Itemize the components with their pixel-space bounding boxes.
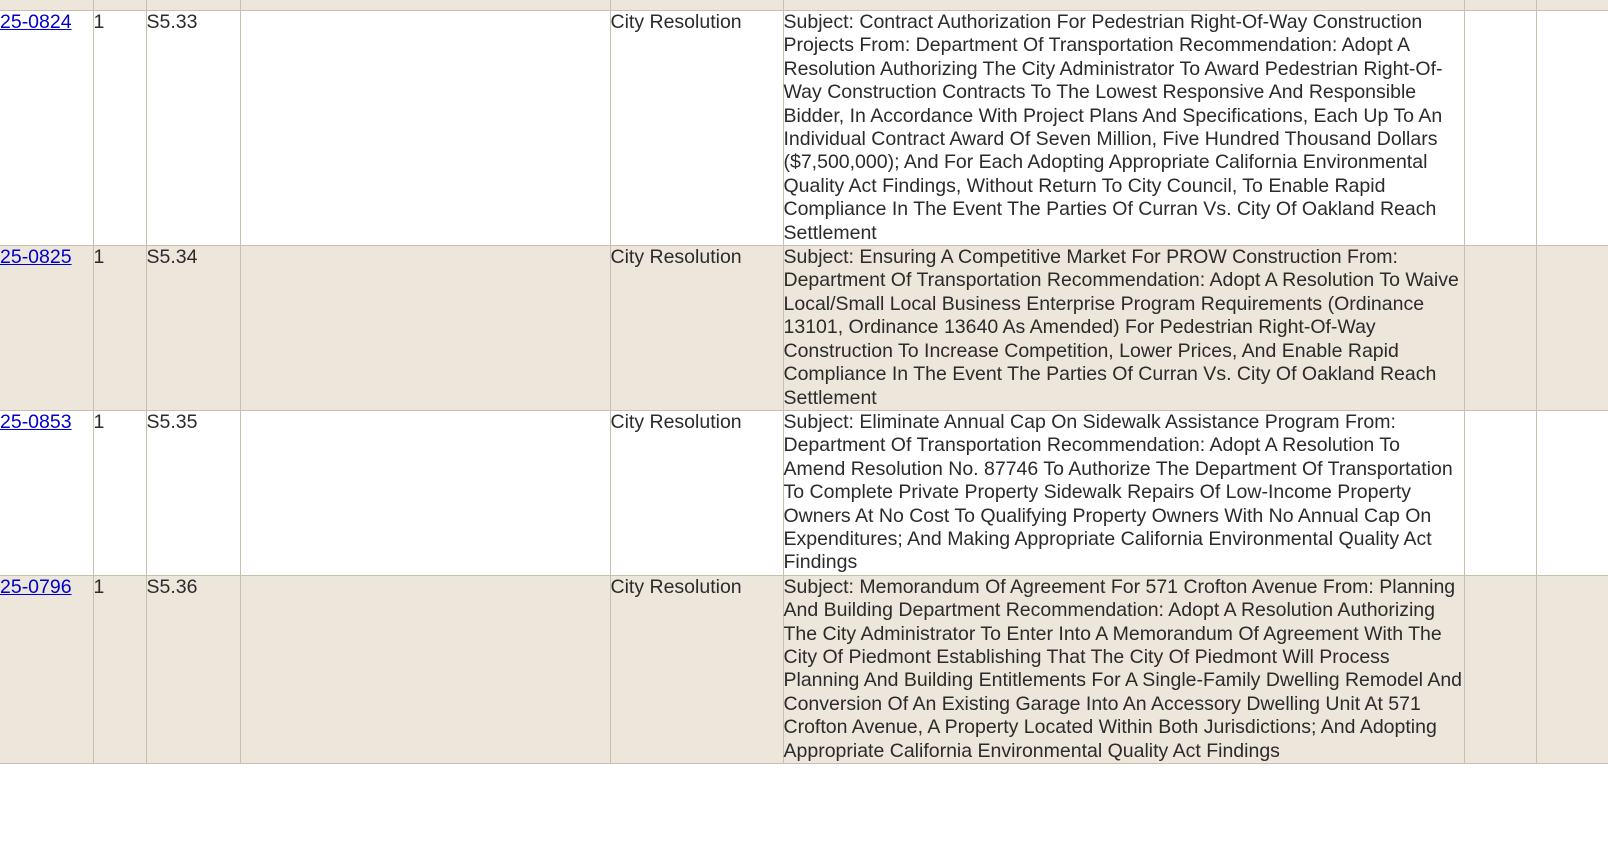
cell-title: Subject: Eliminate Annual Cap On Sidewal… — [783, 410, 1465, 576]
table-row: 25-0853 1 S5.35 City Resolution Subject:… — [0, 410, 1608, 576]
cell-version: 1 — [93, 10, 147, 247]
cell-type: City Resolution — [610, 245, 784, 411]
cell-version: 1 — [93, 575, 147, 765]
cell-agenda-number: S5.35 — [146, 410, 241, 576]
cell-file-number: 25-0824 — [0, 10, 94, 247]
partial-cell-name — [240, 0, 611, 11]
partial-cell-result — [1536, 0, 1608, 11]
cell-action — [1464, 245, 1537, 411]
cell-agenda-number: S5.34 — [146, 245, 241, 411]
file-number-link[interactable]: 25-0825 — [0, 246, 72, 269]
cell-title: Subject: Memorandum Of Agreement For 571… — [783, 575, 1465, 765]
partial-cell-action — [1464, 0, 1537, 11]
cell-type: City Resolution — [610, 575, 784, 765]
cell-version: 1 — [93, 245, 147, 411]
file-number-link[interactable]: 25-0796 — [0, 575, 72, 598]
partial-cell-file — [0, 0, 94, 11]
table-row: 25-0824 1 S5.33 City Resolution Subject:… — [0, 10, 1608, 247]
cell-agenda-number: S5.36 — [146, 575, 241, 765]
file-number-link[interactable]: 25-0824 — [0, 11, 72, 33]
cell-result — [1536, 410, 1608, 576]
cell-name — [240, 10, 611, 247]
table-body: 25-0824 1 S5.33 City Resolution Subject:… — [0, 0, 1608, 765]
cell-name — [240, 245, 611, 411]
cell-name — [240, 410, 611, 576]
file-number-link[interactable]: 25-0853 — [0, 410, 72, 433]
table-row: 25-0796 1 S5.36 City Resolution Subject:… — [0, 575, 1608, 765]
partial-row-top — [0, 0, 1608, 11]
title-text: Subject: Memorandum Of Agreement For 571… — [783, 575, 1463, 762]
cell-agenda-number: S5.33 — [146, 10, 241, 247]
cell-action — [1464, 410, 1537, 576]
title-text: Subject: Contract Authorization For Pede… — [783, 11, 1443, 244]
table-row: 25-0825 1 S5.34 City Resolution Subject:… — [0, 245, 1608, 411]
cell-file-number: 25-0796 — [0, 575, 94, 765]
cell-file-number: 25-0825 — [0, 245, 94, 411]
cell-result — [1536, 245, 1608, 411]
cell-type: City Resolution — [610, 10, 784, 247]
cell-action — [1464, 575, 1537, 765]
cell-file-number: 25-0853 — [0, 410, 94, 576]
legislation-agenda-table: 25-0824 1 S5.33 City Resolution Subject:… — [0, 0, 1608, 765]
partial-cell-type — [610, 0, 784, 11]
partial-cell-version — [93, 0, 147, 11]
title-text: Subject: Eliminate Annual Cap On Sidewal… — [783, 410, 1453, 574]
cell-name — [240, 575, 611, 765]
cell-type: City Resolution — [610, 410, 784, 576]
cell-title: Subject: Contract Authorization For Pede… — [783, 10, 1465, 247]
cell-result — [1536, 10, 1608, 247]
partial-cell-title — [783, 0, 1465, 11]
partial-cell-agenda — [146, 0, 241, 11]
cell-version: 1 — [93, 410, 147, 576]
cell-action — [1464, 10, 1537, 247]
cell-title: Subject: Ensuring A Competitive Market F… — [783, 245, 1465, 411]
cell-result — [1536, 575, 1608, 765]
title-text: Subject: Ensuring A Competitive Market F… — [783, 246, 1459, 409]
